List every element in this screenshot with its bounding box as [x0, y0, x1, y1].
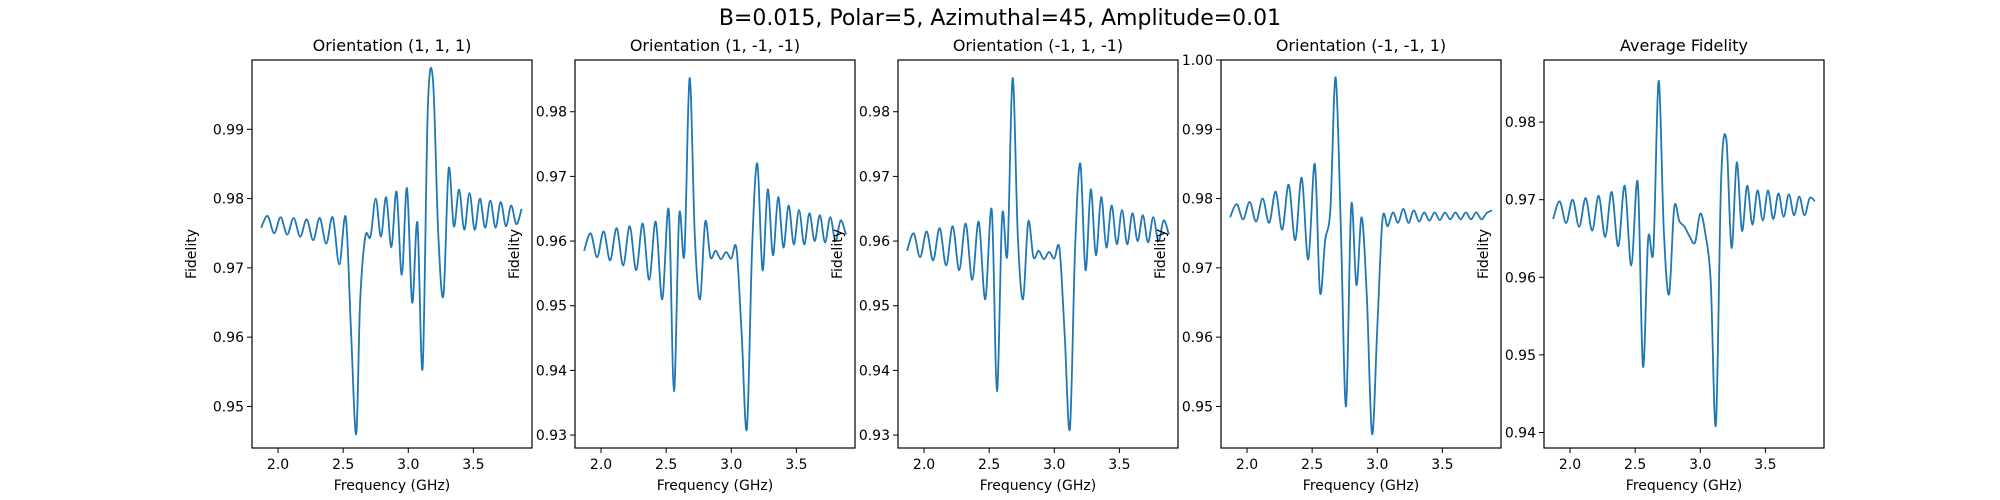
y-tick-label: 0.96: [859, 234, 890, 250]
y-axis-label: Fidelity: [184, 229, 200, 279]
plot-frame: [1220, 59, 1502, 449]
y-axis-label: Fidelity: [830, 229, 846, 279]
subplot-title: Orientation (-1, -1, 1): [1276, 36, 1446, 55]
x-tick-label: 3.5: [1431, 457, 1453, 473]
x-tick-label: 2.0: [1236, 457, 1258, 473]
y-tick-label: 0.99: [1182, 122, 1213, 138]
y-tick-label: 0.97: [213, 261, 244, 277]
x-axis-label: Frequency (GHz): [980, 478, 1096, 494]
x-tick-label: 3.5: [1754, 457, 1776, 473]
subplot-2: Orientation (1, -1, -1) 2.0 2.5 3.0 3.5 0.93 0…: [507, 36, 856, 494]
x-tick-label: 3.0: [720, 457, 742, 473]
subplot-5: Average Fidelity 2.0 2.5 3.0 3.5 0.94 0.95 0.96…: [1476, 36, 1825, 494]
y-tick-label: 0.99: [213, 122, 244, 138]
plot-frame: [1543, 59, 1825, 449]
x-tick-label: 2.5: [1301, 457, 1323, 473]
plot-frame: [574, 59, 856, 449]
plot-frame: [251, 59, 533, 449]
y-tick-label: 0.97: [536, 169, 567, 185]
y-tick-label: 0.96: [536, 234, 567, 250]
series-line-1: [906, 77, 1170, 432]
x-tick-label: 3.0: [1366, 457, 1388, 473]
y-tick-label: 0.96: [1182, 330, 1213, 346]
y-axis-label: Fidelity: [1476, 229, 1492, 279]
y-tick-label: 0.93: [536, 428, 567, 444]
figure-title: B=0.015, Polar=5, Azimuthal=45, Amplitud…: [718, 6, 1282, 31]
x-tick-label: 2.5: [332, 457, 354, 473]
x-tick-label: 2.0: [913, 457, 935, 473]
series-line-1: [583, 77, 847, 432]
x-axis-label: Frequency (GHz): [657, 478, 773, 494]
x-tick-label: 2.5: [978, 457, 1000, 473]
x-tick-label: 2.5: [1624, 457, 1646, 473]
y-tick-label: 0.95: [859, 299, 890, 315]
x-tick-label: 2.0: [1559, 457, 1581, 473]
y-tick-label: 0.94: [536, 363, 567, 379]
x-tick-label: 2.0: [267, 457, 289, 473]
y-tick-label: 0.96: [213, 330, 244, 346]
y-tick-label: 0.95: [213, 399, 244, 415]
y-tick-label: 0.93: [859, 428, 890, 444]
series-line-1: [1229, 76, 1493, 436]
subplot-title: Orientation (1, -1, -1): [630, 36, 800, 55]
y-tick-label: 0.97: [859, 169, 890, 185]
x-axis-label: Frequency (GHz): [1303, 478, 1419, 494]
x-axis-label: Frequency (GHz): [334, 478, 450, 494]
y-tick-label: 0.98: [859, 105, 890, 121]
x-tick-label: 2.5: [655, 457, 677, 473]
subplot-title: Orientation (1, 1, 1): [313, 36, 472, 55]
y-tick-label: 0.96: [1505, 270, 1536, 286]
y-tick-label: 0.97: [1182, 261, 1213, 277]
y-tick-label: 0.94: [1505, 425, 1536, 441]
x-tick-label: 2.0: [590, 457, 612, 473]
y-tick-label: 1.00: [1182, 53, 1213, 69]
y-tick-label: 0.98: [1505, 115, 1536, 131]
subplot-title: Average Fidelity: [1620, 36, 1748, 55]
series-line-1: [1552, 80, 1816, 428]
x-tick-label: 3.0: [397, 457, 419, 473]
subplot-4: Orientation (-1, -1, 1) 2.0 2.5 3.0 3.5 0.95 0…: [1153, 36, 1502, 494]
x-tick-label: 3.0: [1689, 457, 1711, 473]
y-tick-label: 0.97: [1505, 193, 1536, 209]
y-axis-label: Fidelity: [1153, 229, 1169, 279]
x-tick-label: 3.5: [785, 457, 807, 473]
y-tick-label: 0.98: [213, 192, 244, 208]
plot-frame: [897, 59, 1179, 449]
x-axis-label: Frequency (GHz): [1626, 478, 1742, 494]
y-tick-label: 0.98: [536, 105, 567, 121]
y-tick-label: 0.95: [536, 299, 567, 315]
y-tick-label: 0.95: [1182, 399, 1213, 415]
subplot-title: Orientation (-1, 1, -1): [953, 36, 1123, 55]
y-tick-label: 0.98: [1182, 192, 1213, 208]
series-line-1: [260, 67, 523, 436]
y-axis-label: Fidelity: [507, 229, 523, 279]
x-tick-label: 3.0: [1043, 457, 1065, 473]
y-tick-label: 0.94: [859, 363, 890, 379]
subplot-3: Orientation (-1, 1, -1) 2.0 2.5 3.0 3.5 0.93 0…: [830, 36, 1179, 494]
x-tick-label: 3.5: [462, 457, 484, 473]
y-tick-label: 0.95: [1505, 348, 1536, 364]
x-tick-label: 3.5: [1108, 457, 1130, 473]
subplot-1: Orientation (1, 1, 1) 2.0 2.5 3.0 3.5 0.95 0.9…: [184, 36, 533, 494]
